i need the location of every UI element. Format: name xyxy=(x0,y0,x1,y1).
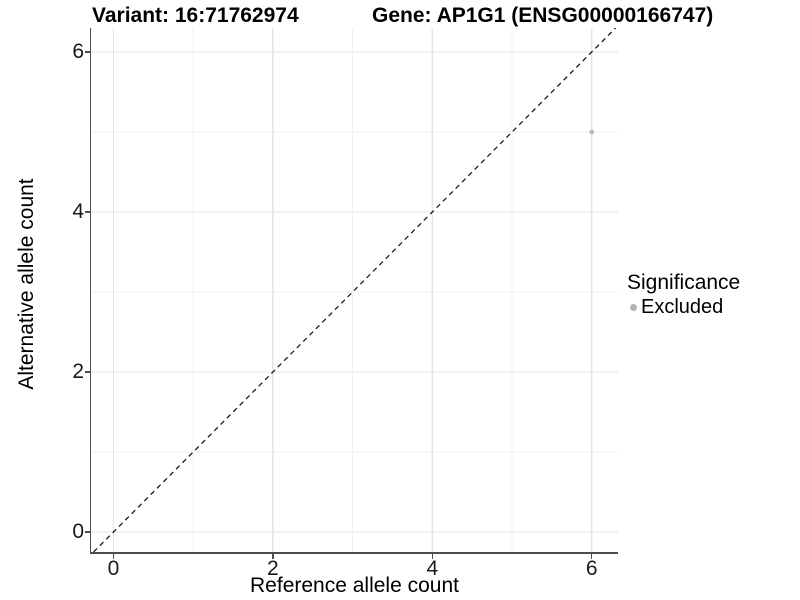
plot-panel xyxy=(91,28,618,552)
y-tick-mark xyxy=(85,51,90,53)
y-tick-label: 4 xyxy=(72,200,84,223)
legend-point-icon xyxy=(630,303,637,311)
x-tick-mark xyxy=(112,553,115,559)
x-axis-title: Reference allele count xyxy=(250,574,459,597)
x-tick-label: 0 xyxy=(107,557,120,580)
y-tick-mark xyxy=(85,531,90,533)
data-point xyxy=(589,129,595,135)
identity-reference-line xyxy=(93,28,617,552)
x-tick-label: 2 xyxy=(267,557,279,580)
y-tick-label: 6 xyxy=(72,40,84,63)
y-tick-label: 0 xyxy=(72,520,84,543)
legend-item-label: Excluded xyxy=(641,296,724,318)
x-tick-mark xyxy=(590,553,593,559)
variant-title: Variant: 16:71762974 xyxy=(92,4,299,27)
y-tick-mark xyxy=(85,211,90,213)
x-tick-label: 6 xyxy=(585,557,598,580)
y-axis-title: Alternative allele count xyxy=(15,178,38,390)
legend-item: Excluded xyxy=(627,297,740,317)
x-axis-line xyxy=(89,552,618,554)
y-tick-label: 2 xyxy=(72,360,84,383)
x-tick-mark xyxy=(431,553,434,559)
y-tick-mark xyxy=(85,371,90,373)
x-tick-mark xyxy=(272,553,274,559)
plot-panel-canvas xyxy=(91,28,618,552)
legend: Significance Excluded xyxy=(627,271,740,317)
y-axis-line xyxy=(89,28,91,553)
x-tick-label: 4 xyxy=(426,557,439,580)
legend-items: Excluded xyxy=(627,297,740,317)
legend-title: Significance xyxy=(627,271,741,294)
gene-title: Gene: AP1G1 (ENSG00000166747) xyxy=(372,4,714,27)
